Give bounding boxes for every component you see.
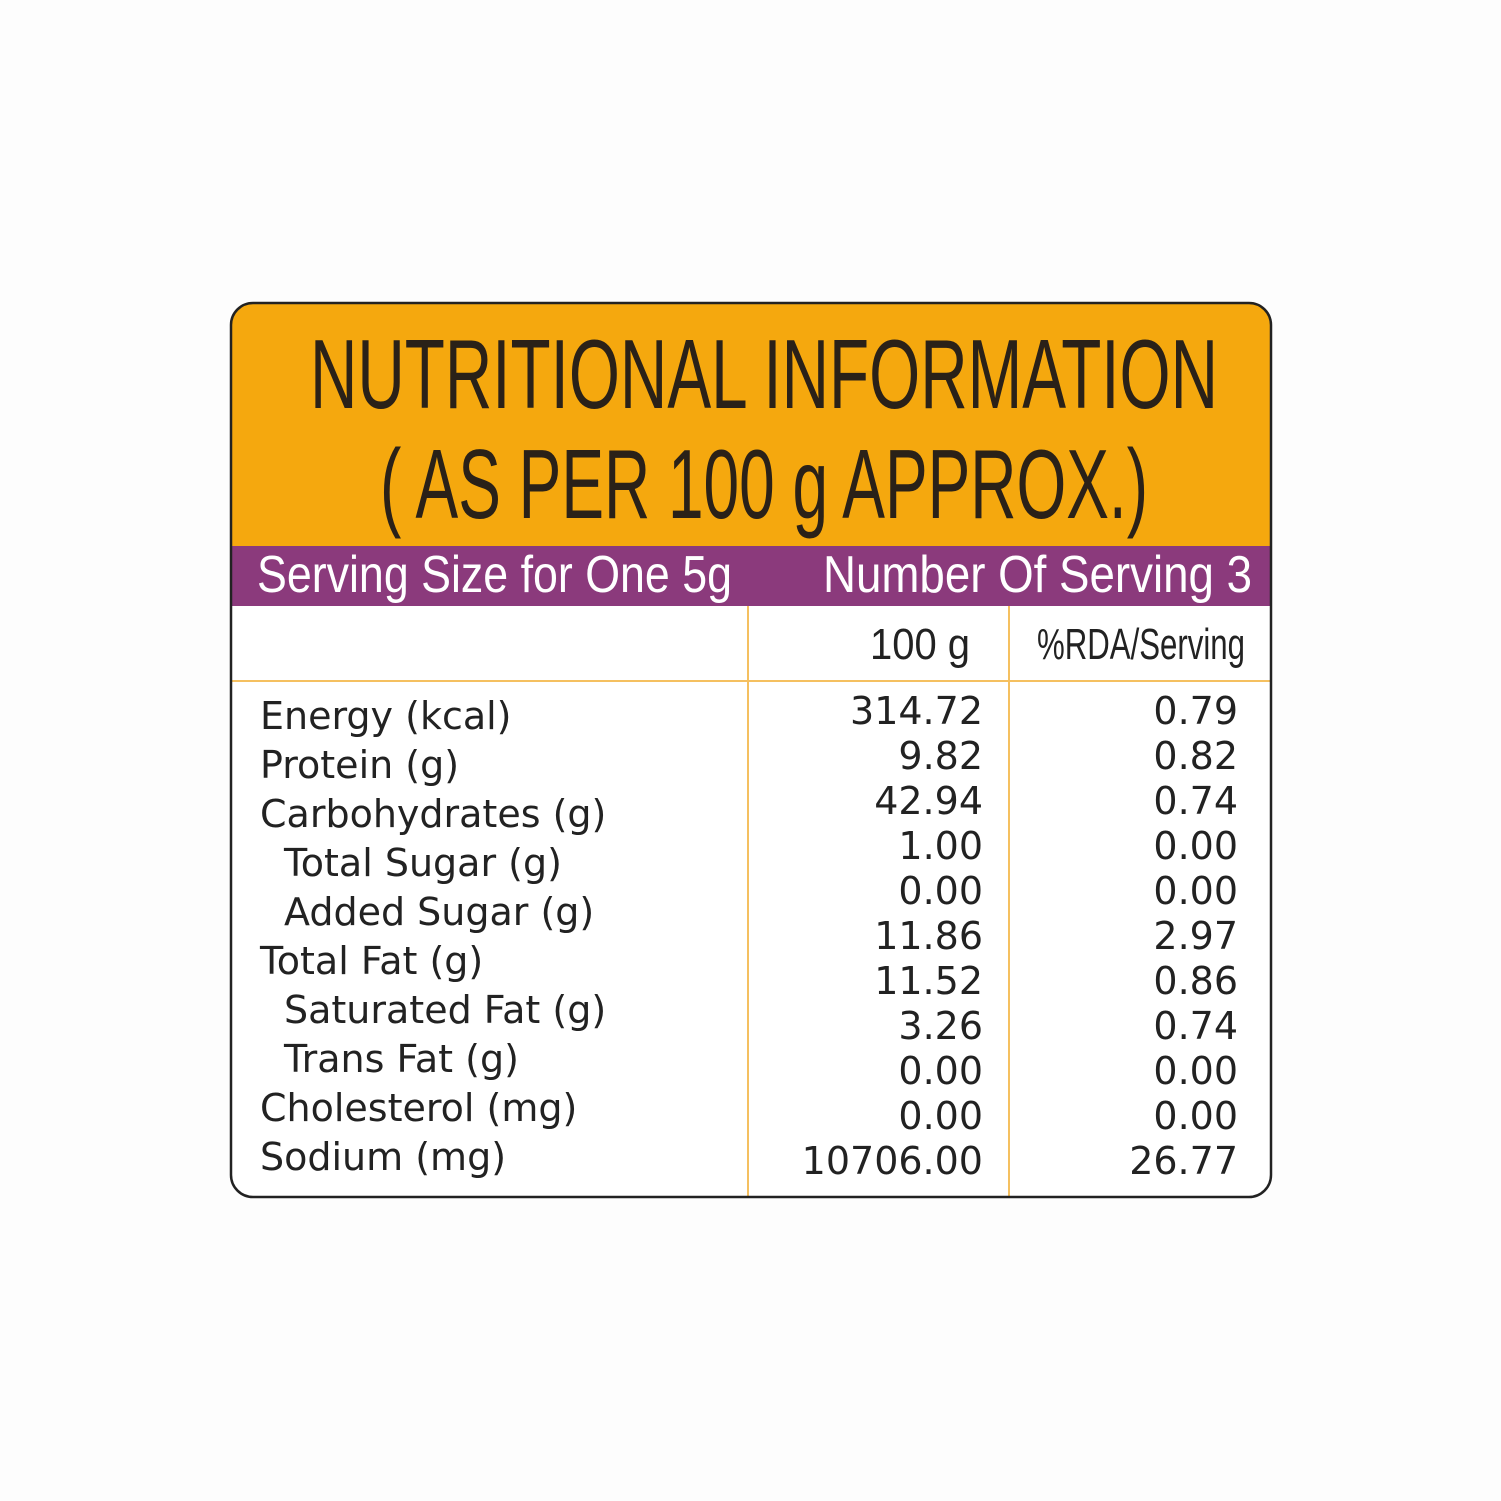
column-header: %RDA/Serving	[1037, 620, 1245, 669]
nutrient-name: Saturated Fat (g)	[284, 988, 606, 1032]
per-100g: 9.82	[898, 734, 983, 778]
nutrient-name: Protein (g)	[260, 743, 459, 787]
serving-size: Serving Size for One 5g	[257, 546, 732, 604]
nutrient-name: Total Sugar (g)	[283, 841, 562, 885]
serving-band	[231, 546, 1271, 606]
nutrient-name: Sodium (mg)	[260, 1135, 506, 1179]
per-100g: 42.94	[874, 779, 983, 823]
per-100g: 10706.00	[802, 1139, 983, 1183]
per-100g: 3.26	[898, 1004, 983, 1048]
rda-per-serving: 0.86	[1153, 959, 1238, 1003]
nutrient-name: Trans Fat (g)	[283, 1037, 519, 1081]
per-100g: 11.52	[874, 959, 983, 1003]
nutrient-name: Cholesterol (mg)	[260, 1086, 577, 1130]
rda-per-serving: 0.74	[1153, 1004, 1238, 1048]
column-header: 100 g	[870, 620, 970, 669]
header-band	[231, 303, 1271, 546]
per-100g: 11.86	[874, 914, 983, 958]
per-100g: 0.00	[898, 869, 983, 913]
rda-per-serving: 0.00	[1153, 824, 1238, 868]
per-100g: 0.00	[898, 1094, 983, 1138]
nutrient-name: Carbohydrates (g)	[260, 792, 606, 836]
per-100g: 314.72	[850, 689, 983, 733]
rda-per-serving: 0.74	[1153, 779, 1238, 823]
rda-per-serving: 26.77	[1129, 1139, 1238, 1183]
per-100g: 0.00	[898, 1049, 983, 1093]
rda-per-serving: 0.79	[1153, 689, 1238, 733]
subtitle: ( AS PER 100 g APPROX.)	[380, 429, 1148, 539]
title: NUTRITIONAL INFORMATION	[310, 319, 1218, 429]
table-border	[229, 301, 1273, 1199]
nutrient-name: Added Sugar (g)	[284, 890, 594, 934]
per-100g: 1.00	[898, 824, 983, 868]
rda-per-serving: 0.82	[1153, 734, 1238, 778]
rda-per-serving: 2.97	[1153, 914, 1238, 958]
nutrient-name: Total Fat (g)	[259, 939, 483, 983]
rda-per-serving: 0.00	[1153, 1049, 1238, 1093]
nutrient-name: Energy (kcal)	[260, 694, 512, 738]
serving-count: Number Of Serving 3	[823, 546, 1252, 604]
rda-per-serving: 0.00	[1153, 1094, 1238, 1138]
rda-per-serving: 0.00	[1153, 869, 1238, 913]
